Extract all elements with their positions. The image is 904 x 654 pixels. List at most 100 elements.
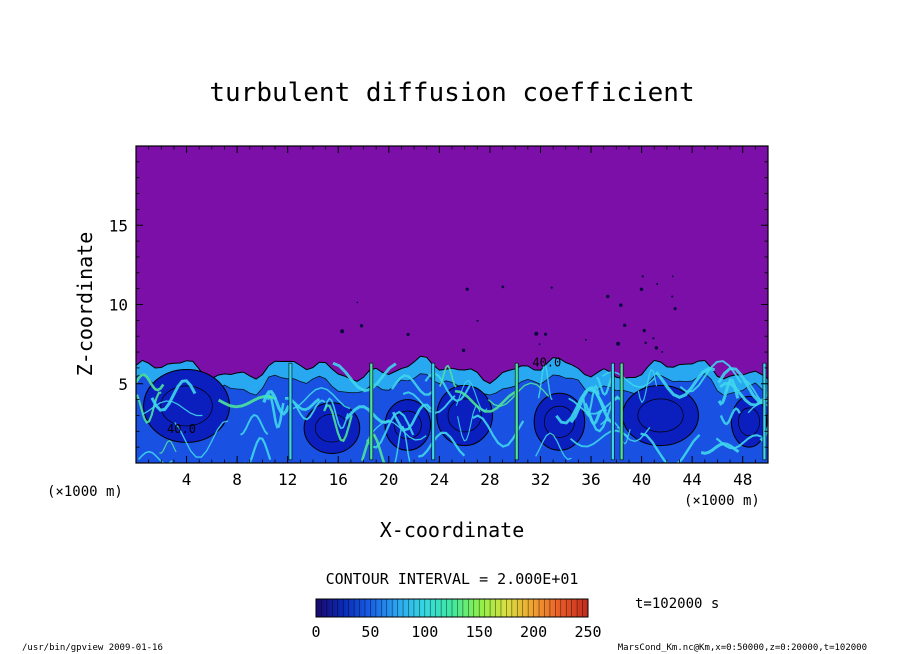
x-tick-label-10: 44 [683,470,702,489]
puff-17 [550,286,553,289]
x-tick-label-8: 36 [581,470,600,489]
colorbar-frame [315,598,589,618]
filament-47 [719,407,741,426]
y-tick-label-2: 15 [109,216,128,235]
filament-7 [323,404,353,443]
filament-12 [345,405,391,424]
puff-21 [501,285,505,289]
filament-58 [640,432,701,463]
filament-21 [136,391,162,424]
filament-14 [454,389,517,413]
x-tick-label-1: 8 [232,470,242,489]
filament-11 [240,413,269,436]
filament-32 [600,419,651,443]
colorbar-tick-label-3: 150 [466,623,493,641]
filament-22 [569,429,629,448]
puff-13 [606,294,610,299]
filament-54 [555,387,608,425]
puff-23 [656,282,659,286]
filament-5 [569,385,614,425]
colorbar-tick-label-4: 200 [520,623,547,641]
eddy-core-4 [543,405,575,438]
puff-4 [644,341,647,345]
x-tick-label-0: 4 [182,470,192,489]
colorbar-tick-label-1: 50 [361,623,379,641]
x-tick-label-6: 28 [480,470,499,489]
colorbar: 0 50 100 150 200 250 [311,598,602,641]
puff-1 [476,319,479,322]
x-tick-label-4: 20 [379,470,398,489]
plume-2 [431,362,436,461]
x-tick-label-11: 48 [733,470,752,489]
x-tick-label-2: 12 [278,470,297,489]
plume-6 [762,362,767,461]
puff-25 [671,275,674,278]
puff-20 [616,341,621,346]
y-tick-label-0: 5 [118,375,128,394]
eddy-core-0 [160,385,213,427]
puff-15 [543,332,548,336]
chart-title: turbulent diffusion coefficient [209,78,694,108]
filament-15 [293,399,326,421]
time-label: t=102000 s [635,596,719,612]
plume-4 [610,362,615,461]
filament-10 [366,410,415,449]
puff-26 [340,329,345,334]
puff-11 [359,324,364,328]
filament-3 [582,384,600,418]
puff-19 [465,287,469,291]
filament-48 [243,436,272,463]
filament-34 [715,434,762,450]
filament-44 [262,390,291,416]
y-axis: 5 10 15 [109,161,768,448]
puff-7 [652,337,655,340]
filament-46 [174,420,229,458]
puff-2 [534,331,539,336]
plume-5 [619,362,624,461]
filament-30 [292,387,351,410]
turbulent-field [136,275,768,463]
filament-6 [370,420,427,441]
puff-6 [461,348,466,353]
colorbar-tick-label-5: 250 [574,623,601,641]
puff-0 [642,328,646,333]
colorbar-tick-label-0: 0 [311,623,320,641]
colorbar-ticks: 0 50 100 150 200 250 [311,623,601,641]
filament-37 [455,379,488,413]
puff-10 [619,303,623,307]
puff-12 [673,307,677,311]
filament-53 [392,403,432,432]
filament-8 [595,376,614,397]
x-axis-label: X-coordinate [380,518,525,542]
puff-22 [639,287,644,292]
filament-0 [136,373,165,392]
puff-18 [654,346,659,350]
footer-right: MarsCond_Km.nc@Km,x=0:50000,z=0:20000,t=… [618,643,867,653]
eddy-core-3 [447,398,482,433]
filament-42 [159,439,177,454]
filament-49 [439,364,457,388]
x-axis: 4 8 12 16 20 24 28 32 36 40 44 48 [148,146,756,489]
filament-33 [332,361,397,393]
filament-52 [743,378,768,407]
x-tick-label-5: 24 [430,470,449,489]
contour-interval: CONTOUR INTERVAL = 2.000E+01 [326,570,579,588]
filament-36 [417,431,466,458]
filament-40 [654,366,716,399]
filament-24 [537,364,553,401]
y-axis-label: Z-coordinate [73,232,97,377]
puff-27 [641,275,644,278]
filament-56 [360,433,386,463]
y-tick-label-1: 10 [109,296,128,315]
plume-0 [288,362,293,461]
filament-50 [138,450,173,463]
filament-59 [584,395,622,433]
filament-45 [402,391,456,415]
colorbar-tick-label-2: 100 [411,623,438,641]
filament-41 [150,379,197,412]
puff-14 [538,343,541,345]
filament-43 [141,400,203,417]
puff-16 [406,332,410,336]
x-unit-left: (×1000 m) [47,484,123,500]
